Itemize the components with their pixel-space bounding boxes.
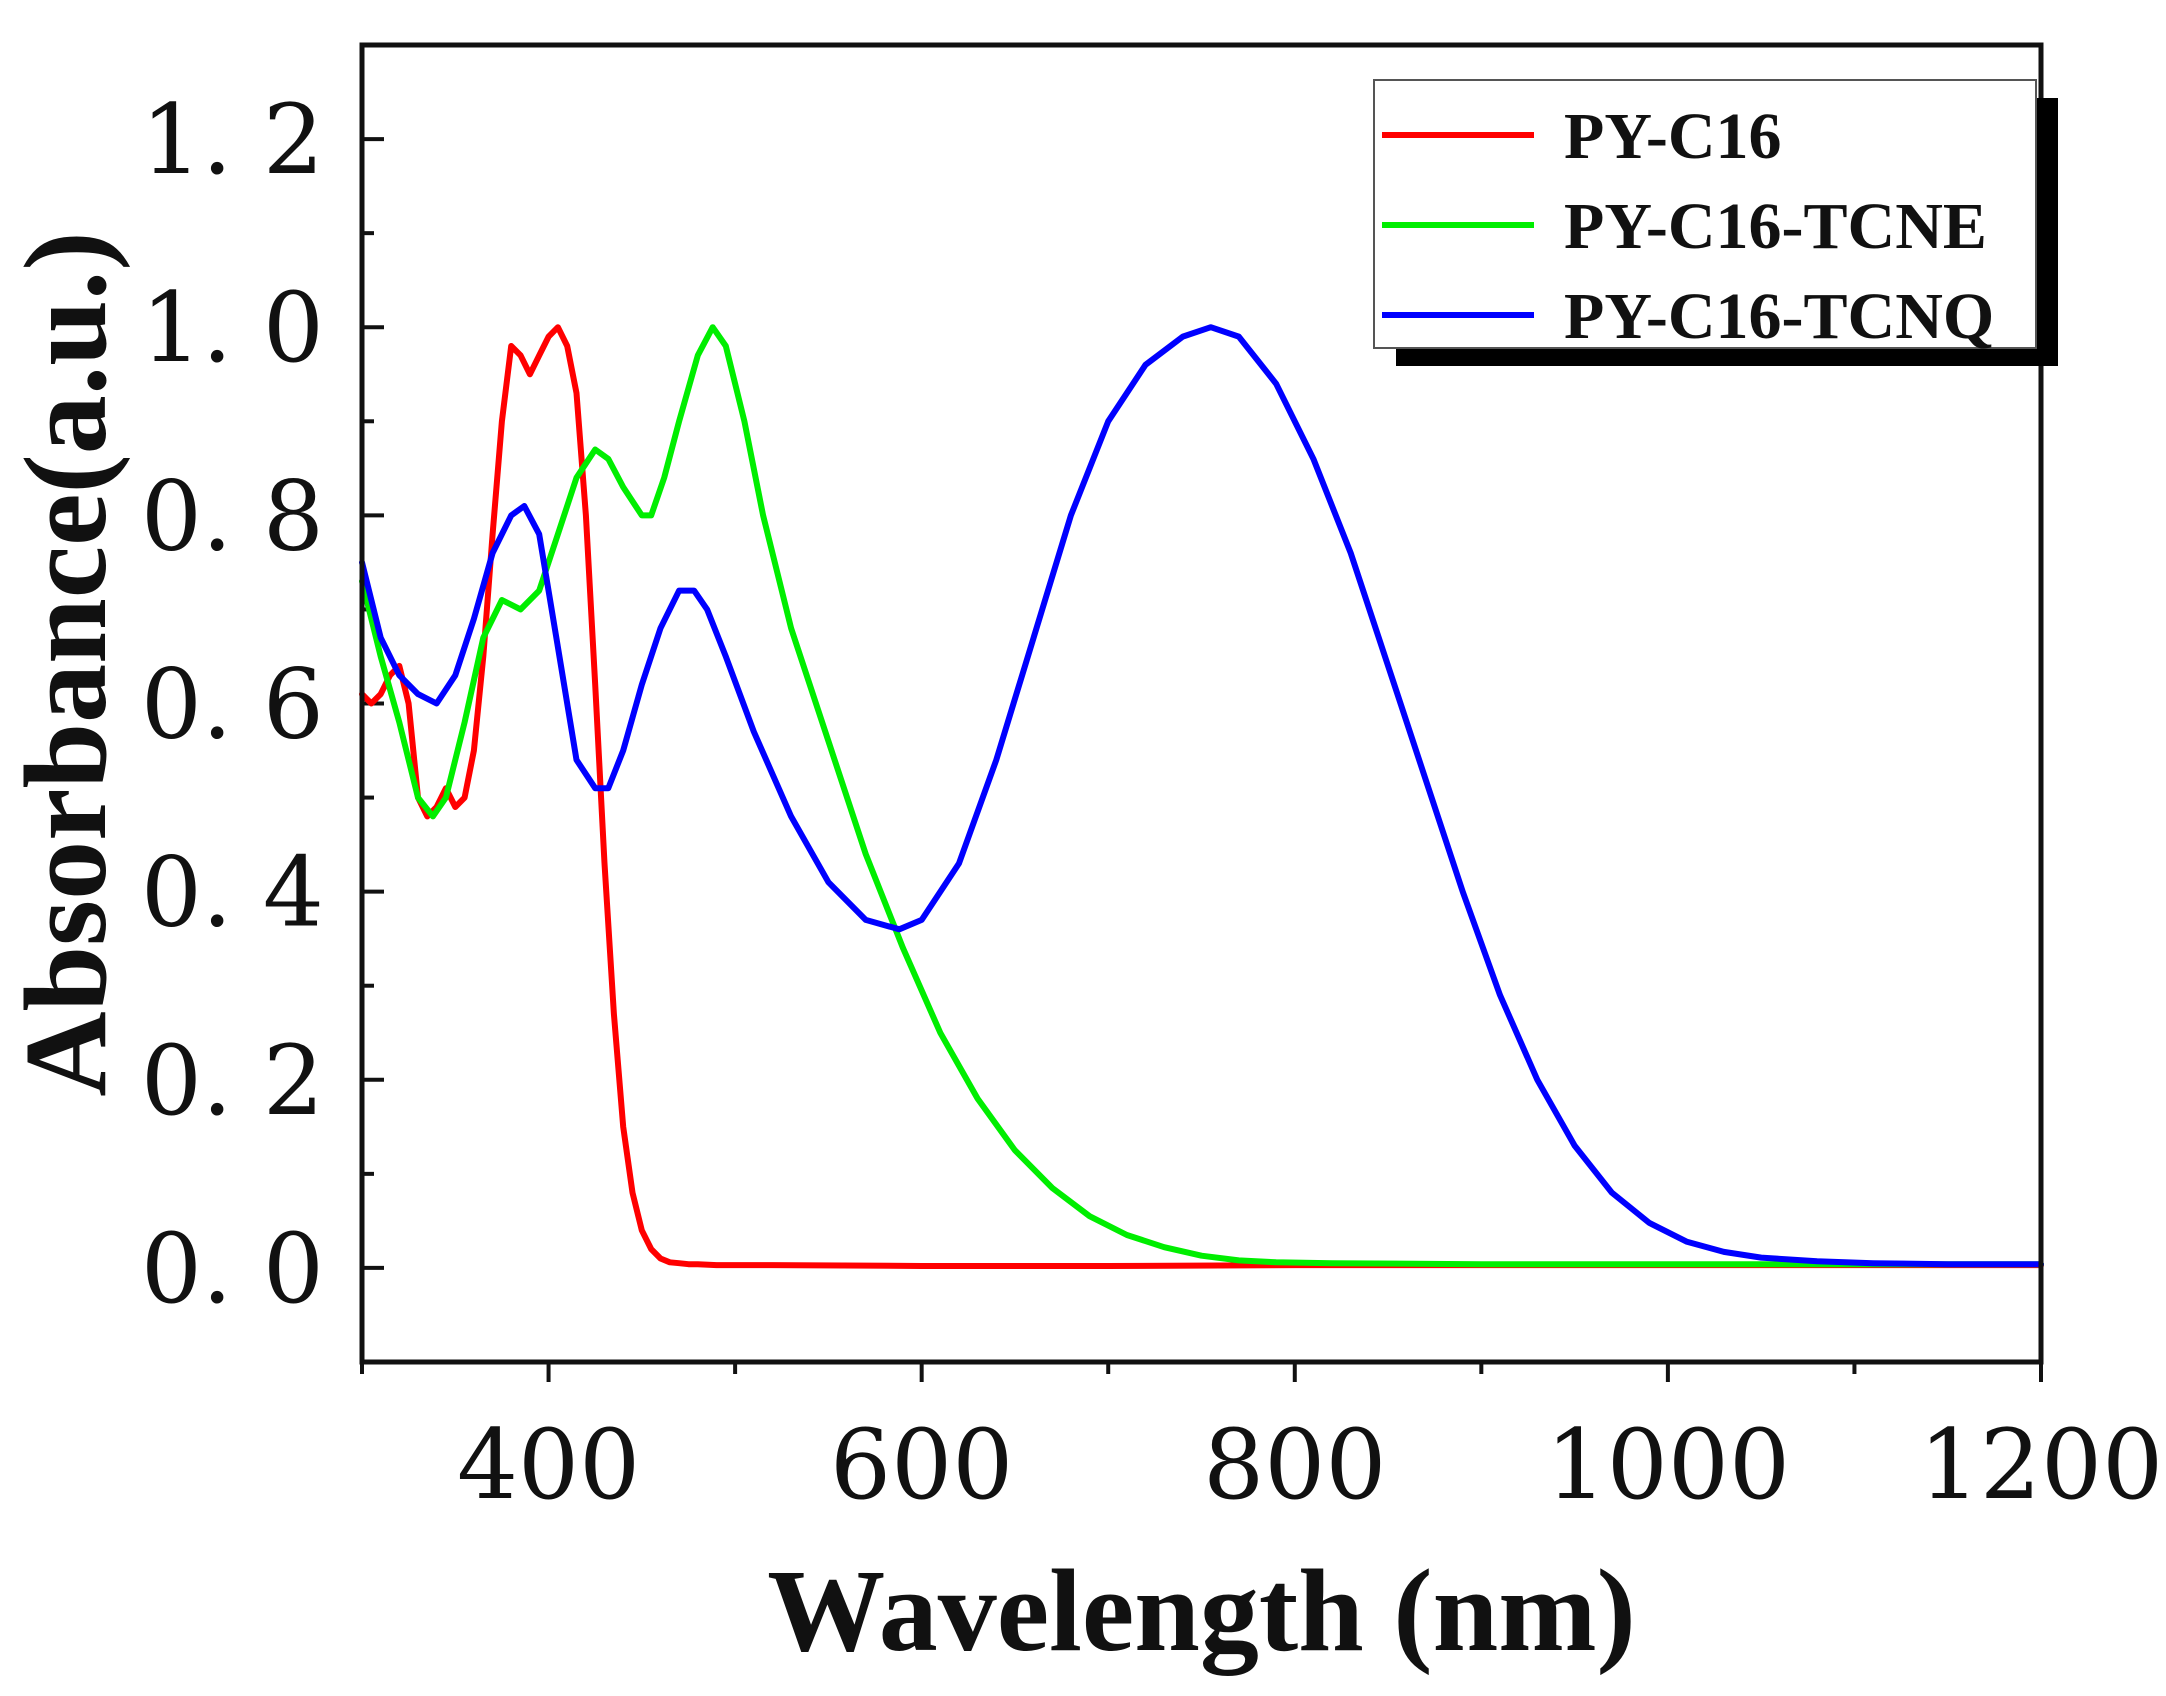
legend-label: PY-C16 (1564, 100, 1782, 173)
legend: PY-C16 PY-C16-TCNE PY-C16-TCNQ (1373, 79, 2058, 366)
plot-border (359, 42, 2044, 1365)
plot-frame (359, 42, 2044, 1365)
series-lines (359, 324, 2044, 1269)
x-tick-label: 600 (830, 1409, 1013, 1521)
y-tick-label: 1. 0 (141, 272, 324, 384)
y-tick-label: 0. 0 (141, 1213, 324, 1325)
y-axis-title: Absorbance(a.u.) (0, 231, 131, 1096)
x-tick-label: 800 (1203, 1409, 1386, 1521)
y-tick-label: 0. 6 (141, 649, 324, 761)
axis-ticks (360, 43, 2043, 1382)
y-tick-label: 0. 4 (141, 837, 324, 949)
x-tick-label: 400 (457, 1409, 640, 1521)
y-tick-label: 0. 8 (141, 460, 324, 572)
series-line-py-c16-tcne (359, 324, 2044, 1268)
y-tick-label: 0. 2 (141, 1025, 324, 1137)
legend-label: PY-C16-TCNQ (1564, 280, 1994, 353)
tick-labels: 0. 0 0. 2 0. 4 0. 6 0. 8 1. 0 1. 2 400 600 800 100… (141, 84, 2163, 1521)
axis-titles: Wavelength (nm) Absorbance(a.u.) (0, 231, 1636, 1676)
y-tick-label: 1. 2 (141, 84, 324, 196)
x-tick-label: 1200 (1919, 1409, 2163, 1521)
series-line-py-c16 (359, 324, 2044, 1269)
x-tick-label: 1000 (1546, 1409, 1790, 1521)
series-line-py-c16-tcnq (359, 324, 2044, 1268)
legend-label: PY-C16-TCNE (1564, 190, 1987, 263)
x-axis-title: Wavelength (nm) (767, 1545, 1636, 1676)
legend-box (1373, 79, 2037, 349)
